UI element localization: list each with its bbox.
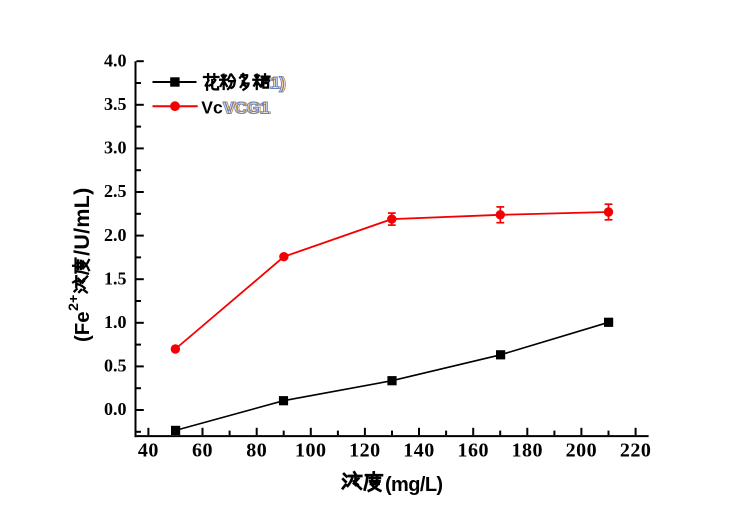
svg-text:/U/mL): /U/mL) bbox=[71, 187, 94, 255]
svg-text:80: 80 bbox=[246, 439, 267, 461]
svg-text:60: 60 bbox=[192, 439, 213, 461]
svg-text:Vc: Vc bbox=[201, 98, 223, 118]
svg-text:1): 1) bbox=[270, 74, 285, 93]
svg-text:40: 40 bbox=[138, 439, 159, 461]
svg-text:140: 140 bbox=[403, 439, 435, 461]
svg-text:1): 1) bbox=[271, 74, 286, 93]
svg-text:2+: 2+ bbox=[65, 295, 81, 311]
svg-text:2.5: 2.5 bbox=[104, 181, 127, 201]
svg-text:1.5: 1.5 bbox=[104, 268, 127, 288]
svg-text:0.0: 0.0 bbox=[104, 399, 127, 419]
svg-text:180: 180 bbox=[512, 439, 544, 461]
svg-text:3.5: 3.5 bbox=[104, 94, 127, 114]
svg-text:160: 160 bbox=[457, 439, 489, 461]
svg-text:VCG1: VCG1 bbox=[223, 99, 269, 118]
svg-text:120: 120 bbox=[349, 439, 381, 461]
svg-text:4.0: 4.0 bbox=[104, 50, 127, 70]
svg-text:2.0: 2.0 bbox=[104, 225, 127, 245]
svg-text:0.5: 0.5 bbox=[104, 356, 127, 376]
svg-text:(Fe: (Fe bbox=[72, 311, 94, 342]
svg-text:220: 220 bbox=[620, 439, 652, 461]
svg-text:(mg/L): (mg/L) bbox=[385, 474, 443, 496]
svg-text:1.0: 1.0 bbox=[104, 312, 127, 332]
svg-text:3.0: 3.0 bbox=[104, 138, 127, 158]
svg-text:200: 200 bbox=[566, 439, 598, 461]
svg-text:VCG1: VCG1 bbox=[224, 99, 270, 118]
svg-text:100: 100 bbox=[295, 439, 327, 461]
